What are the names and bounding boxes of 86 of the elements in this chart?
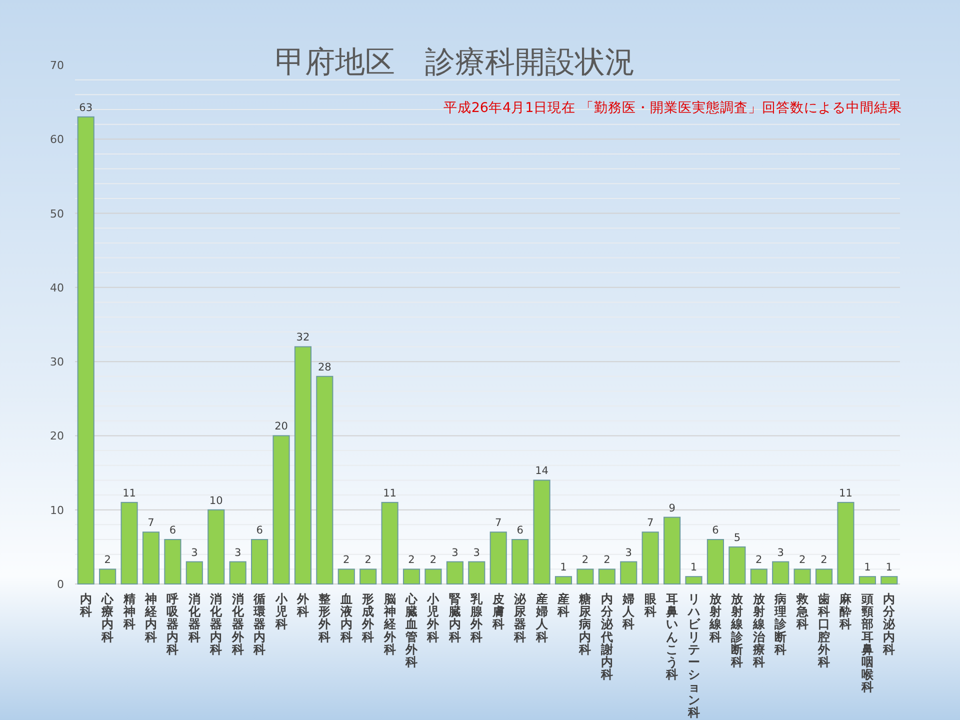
data-label: 63 <box>79 102 93 114</box>
x-tick-label: 形成外科 <box>361 592 376 644</box>
data-label: 2 <box>408 554 415 566</box>
x-tick-label: 消化器外科 <box>230 592 245 656</box>
x-tick-label: 歯科口腔外科 <box>817 592 832 669</box>
data-label: 5 <box>734 532 741 544</box>
x-tick-label: 腎臓内科 <box>448 592 461 644</box>
data-label: 20 <box>274 420 288 433</box>
data-label: 7 <box>495 517 502 530</box>
x-tick-label: 産婦人科 <box>534 592 549 644</box>
y-tick-label: 30 <box>50 356 64 369</box>
data-label: 1 <box>864 562 871 574</box>
data-label: 11 <box>383 487 396 500</box>
data-label: 32 <box>296 332 310 344</box>
x-tick-label: 心療内科 <box>100 592 115 644</box>
data-label: 6 <box>256 524 264 537</box>
data-label: 2 <box>604 554 610 566</box>
x-tick-label: 内科 <box>78 592 92 619</box>
chart-title: 甲府地区 診療科開設状況 <box>275 45 635 80</box>
x-tick-label: 呼吸器内科 <box>166 592 180 656</box>
data-label: 28 <box>318 361 332 374</box>
x-tick-label: 麻酔科 <box>838 592 853 632</box>
data-label: 2 <box>364 554 372 566</box>
x-tick-label: 泌尿器科 <box>513 592 528 644</box>
data-label: 2 <box>582 554 589 566</box>
x-tick-label: 整形外科 <box>318 592 332 644</box>
data-label: 3 <box>234 546 242 559</box>
x-tick-label: 消化器科 <box>187 592 202 644</box>
data-label: 10 <box>209 494 223 507</box>
y-tick-label: 20 <box>50 430 64 443</box>
data-label: 2 <box>798 554 806 566</box>
data-label: 3 <box>191 546 198 559</box>
x-tick-label: 小児外科 <box>426 592 440 644</box>
data-label: 6 <box>712 524 720 537</box>
x-tick-label: 循環器内科 <box>252 592 267 656</box>
x-tick-label: 婦人科 <box>622 592 636 632</box>
x-tick-label: 糖尿病内科 <box>578 592 592 656</box>
text: 平成26年4月1日現在 「勤務医・開業医実態調査」回答数による中間結果 <box>443 100 902 116</box>
data-label: 2 <box>820 554 828 566</box>
x-tick-label: 眼科 <box>643 592 658 619</box>
x-tick-label: 放射線治療科 <box>752 592 766 669</box>
data-label: 2 <box>343 554 350 566</box>
data-label: 2 <box>104 554 111 566</box>
y-tick-label: 0 <box>57 578 64 591</box>
data-label: 1 <box>886 562 892 574</box>
x-tick-label: 頭頸部耳鼻咽喉科 <box>860 592 874 694</box>
data-label: 1 <box>690 562 698 574</box>
data-label: 6 <box>169 524 176 537</box>
x-tick-label: 消化器内科 <box>209 592 224 656</box>
data-label: 1 <box>560 562 567 574</box>
x-tick-label: 内分泌代謝内科 <box>600 592 614 682</box>
x-tick-label: 脳神経外科 <box>382 592 397 656</box>
x-tick-label: 放射線診断科 <box>730 592 744 669</box>
y-tick-label: 70 <box>50 59 64 72</box>
y-tick-label: 60 <box>50 133 64 146</box>
x-tick-label: 病理診断科 <box>774 592 788 656</box>
x-tick-label: 小児科 <box>274 592 288 632</box>
y-tick-label: 40 <box>50 281 64 294</box>
x-tick-label: 神経内科 <box>144 592 158 644</box>
data-label: 11 <box>839 487 852 500</box>
data-label: 3 <box>625 546 632 559</box>
x-tick-label: 精神科 <box>122 592 136 632</box>
data-label: 11 <box>122 487 136 500</box>
data-label: 2 <box>756 554 762 566</box>
data-label: 7 <box>646 517 654 530</box>
x-tick-label: 外科 <box>296 592 310 619</box>
category-label: リハビリテーション科 <box>688 592 700 720</box>
x-tick-label: 放射線科 <box>708 592 722 644</box>
x-tick-label: 血液内科 <box>339 592 354 644</box>
x-tick-label: 心臓血管外科 <box>404 592 419 669</box>
x-tick-label: 救急科 <box>795 592 810 632</box>
data-label: 7 <box>148 517 154 530</box>
y-tick-label: 10 <box>50 504 64 517</box>
data-label: 3 <box>777 546 784 559</box>
x-tick-label: 耳鼻いんこう科 <box>665 592 678 682</box>
x-tick-label: 産科 <box>556 592 570 619</box>
x-tick-label: 乳腺外科 <box>470 592 484 644</box>
data-label: 3 <box>452 546 458 559</box>
x-tick-label: 皮膚科 <box>491 592 504 632</box>
data-label: 9 <box>668 502 676 514</box>
y-tick-label: 50 <box>50 207 64 220</box>
data-label: 14 <box>535 465 549 478</box>
x-tick-label: 内分泌内科 <box>882 592 896 656</box>
data-label: 2 <box>430 554 437 566</box>
data-label: 3 <box>473 546 480 559</box>
data-label: 6 <box>516 524 524 537</box>
